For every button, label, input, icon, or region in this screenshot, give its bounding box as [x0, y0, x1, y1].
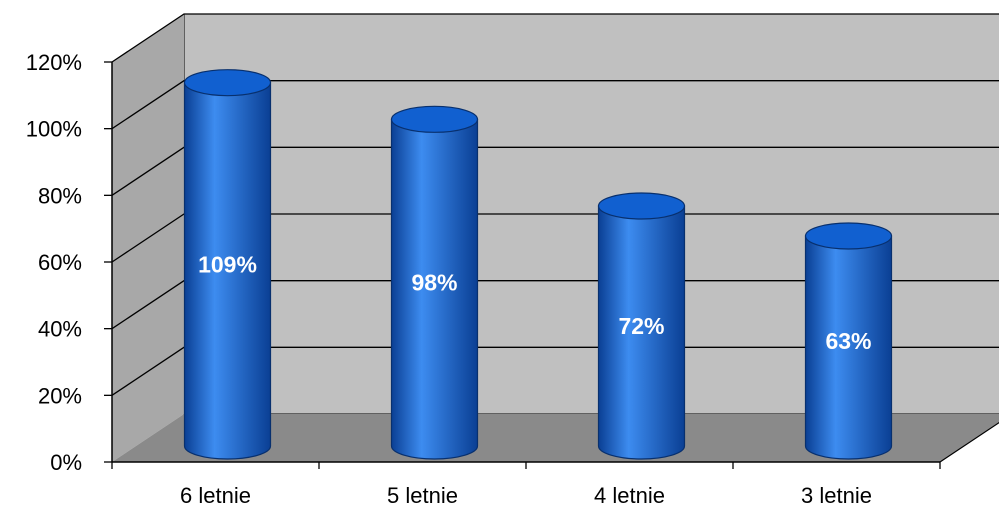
bar: 98%: [390, 105, 479, 460]
y-tick-label: 0%: [50, 450, 82, 475]
x-category-label: 3 letnie: [801, 483, 872, 508]
y-tick-labels: 0% 20% 40% 60% 80% 100% 120%: [26, 50, 112, 475]
y-tick-label: 100%: [26, 117, 82, 142]
gridline: [111, 13, 999, 63]
bar-body: [390, 118, 479, 460]
data-label: 109%: [198, 251, 257, 277]
y-tick-label: 120%: [26, 50, 82, 75]
y-tick-label: 40%: [38, 317, 82, 342]
bars: 109% 98% 72% 63%: [183, 69, 893, 460]
bar-body: [804, 235, 893, 460]
x-category-label: 5 letnie: [387, 483, 458, 508]
floor-back-edge: [939, 421, 999, 463]
data-label: 72%: [618, 313, 664, 339]
y-tick-label: 20%: [38, 383, 82, 408]
floor: [112, 414, 999, 462]
data-label: 98%: [411, 270, 457, 296]
bar-body: [183, 82, 272, 460]
y-tick-label: 80%: [38, 183, 82, 208]
bar-top: [804, 222, 893, 250]
x-category-label: 4 letnie: [594, 483, 665, 508]
bar: 72%: [597, 192, 686, 460]
bar-top: [390, 105, 479, 133]
bar-top: [183, 69, 272, 97]
data-label: 63%: [825, 328, 871, 354]
x-category-label: 6 letnie: [180, 483, 251, 508]
y-tick-label: 60%: [38, 250, 82, 275]
bar-top: [597, 192, 686, 220]
gridline: [111, 80, 999, 130]
bar: 63%: [804, 222, 893, 460]
x-category-labels: 6 letnie 5 letnie 4 letnie 3 letnie: [180, 483, 872, 508]
bar: 109%: [183, 69, 272, 460]
bar-body: [597, 205, 686, 460]
